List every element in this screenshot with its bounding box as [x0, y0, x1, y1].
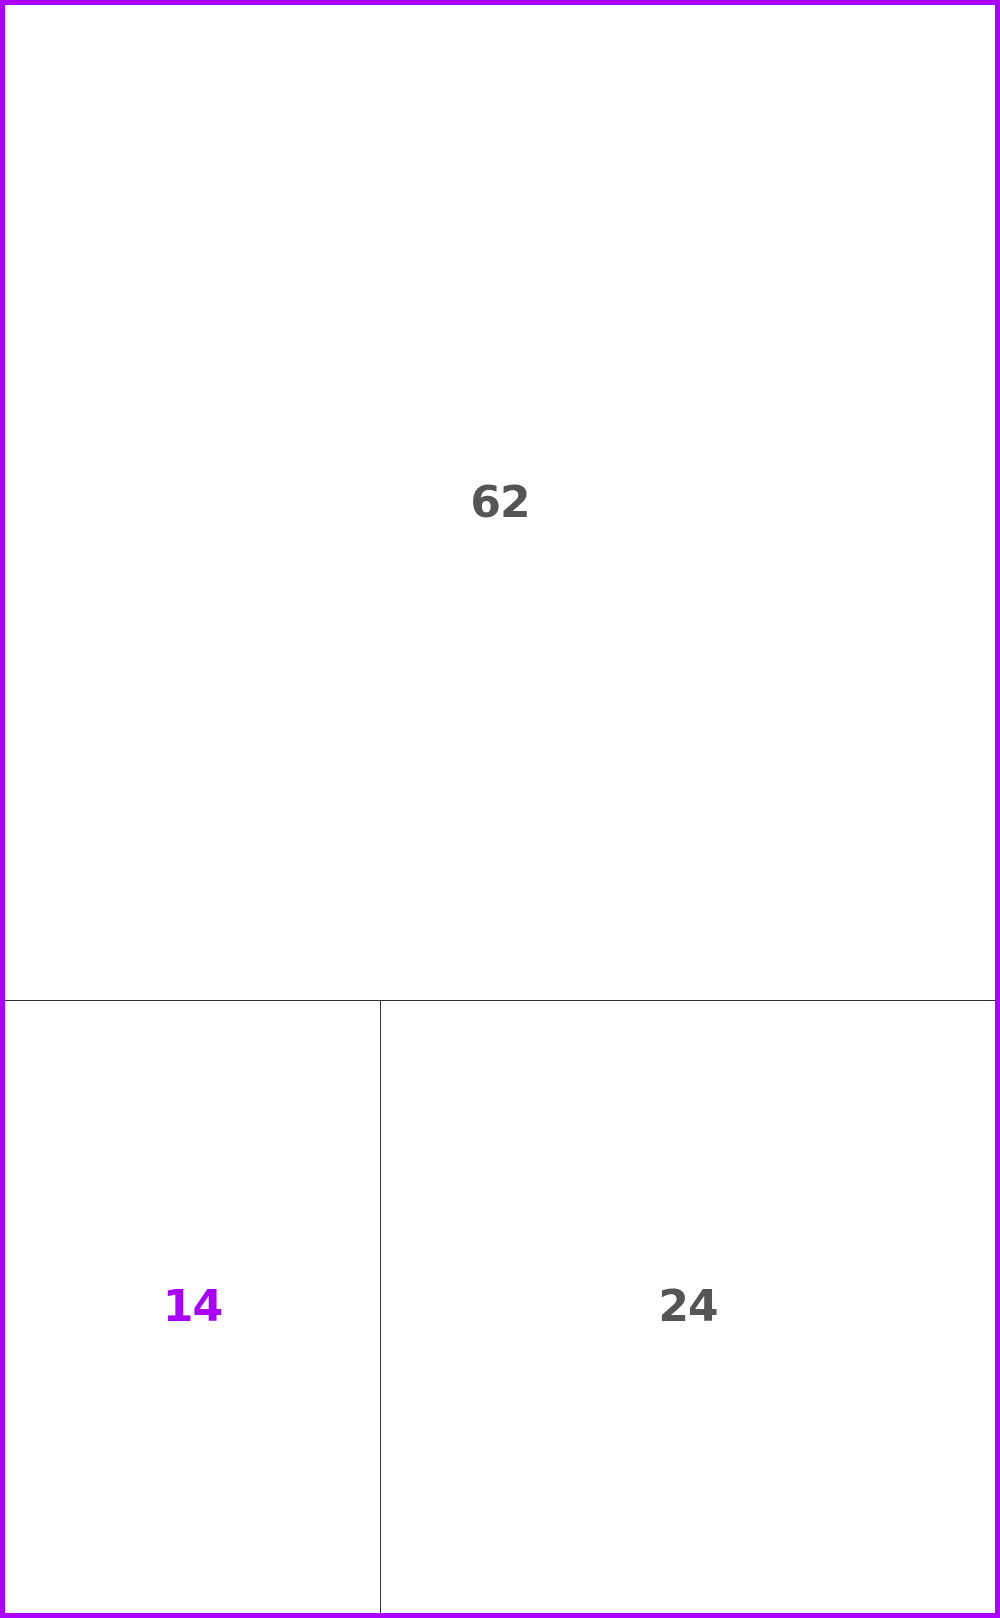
treemap-cell-14-highlighted: 14 — [5, 1001, 381, 1613]
cell-value-14: 14 — [162, 1281, 223, 1332]
cell-value-24: 24 — [658, 1281, 718, 1332]
treemap-cell-62: 62 — [5, 5, 995, 1001]
cell-value-62: 62 — [470, 476, 530, 528]
treemap-cell-24: 24 — [381, 1001, 995, 1613]
